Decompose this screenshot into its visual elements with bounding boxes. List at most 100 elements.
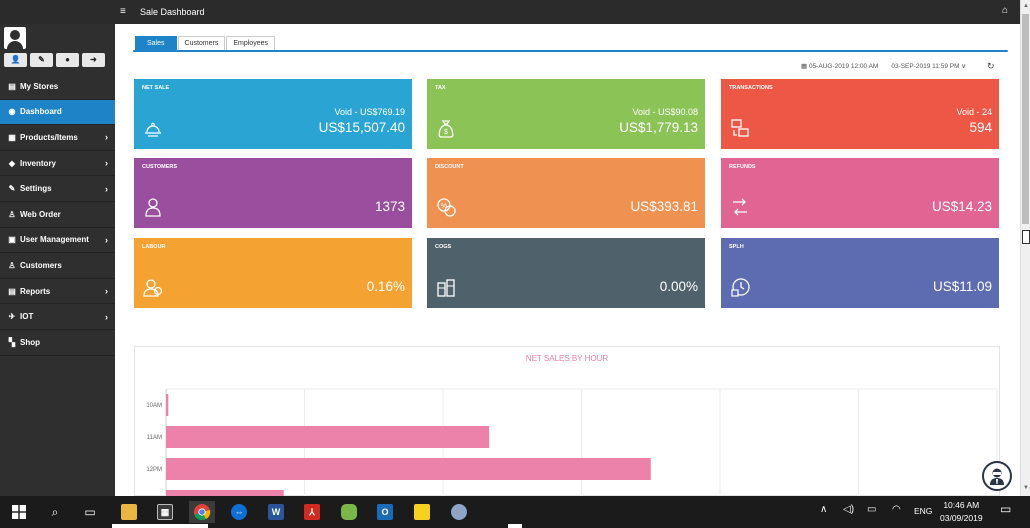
sidebar: 👤 ✎ ● ➜ ▤ My Stores ◉ Dashboard ▦ Products/Items… xyxy=(0,0,115,496)
sidebar-item-shop[interactable]: ▚ Shop xyxy=(0,330,115,356)
kpi-card-customers[interactable]: CUSTOMERS 1373 xyxy=(134,158,412,228)
kpi-card-net-sale[interactable]: NET SALE Void - US$769.19 US$15,507.40 xyxy=(134,79,412,149)
home-icon[interactable]: ⌂ xyxy=(1002,5,1009,16)
kpi-value: US$393.81 xyxy=(630,199,698,214)
cogs-icon xyxy=(435,276,457,298)
kpi-label: LABOUR xyxy=(142,244,166,250)
sidebar-item-iot[interactable]: ✈ IOT › xyxy=(0,304,115,330)
sidebar-item-web-order[interactable]: ♙ Web Order xyxy=(0,202,115,228)
tab-sales[interactable]: Sales xyxy=(135,36,177,51)
cursor-marker xyxy=(1022,230,1030,244)
chart-bar[interactable] xyxy=(166,394,169,416)
dashboard-icon: ◉ xyxy=(8,107,16,117)
sidebar-item-user-management[interactable]: ▣ User Management › xyxy=(0,228,115,254)
splh-icon xyxy=(729,276,751,298)
kpi-card-discount[interactable]: DISCOUNT US$393.81% xyxy=(427,158,705,228)
paint-icon[interactable] xyxy=(446,501,472,523)
money-bag-icon: $ xyxy=(435,117,457,139)
brush-icon[interactable]: ✎ xyxy=(30,53,53,67)
sticky-notes-icon[interactable] xyxy=(409,501,435,523)
refresh-icon[interactable]: ↻ xyxy=(987,61,995,71)
scroll-up-icon[interactable]: ▲ xyxy=(1023,3,1029,9)
chart-title: NET SALES BY HOUR xyxy=(525,354,609,363)
search-icon[interactable]: ⌕ xyxy=(51,504,59,519)
sidebar-item-products-items[interactable]: ▦ Products/Items › xyxy=(0,125,115,151)
chat-support-button[interactable] xyxy=(982,461,1012,491)
scrollbar-thumb[interactable] xyxy=(1022,14,1029,224)
sidebar-item-label: Reports xyxy=(20,286,51,296)
sidebar-item-label: Settings xyxy=(20,184,52,194)
kpi-void-value: Void - 24 xyxy=(956,107,992,117)
sidebar-item-reports[interactable]: ▤ Reports › xyxy=(0,279,115,305)
kpi-card-cogs[interactable]: COGS 0.00% xyxy=(427,238,705,308)
sidebar-item-label: Web Order xyxy=(20,209,61,219)
chart-bar[interactable] xyxy=(166,458,651,480)
scroll-down-icon[interactable]: ▼ xyxy=(1023,485,1029,491)
file-explorer-icon[interactable] xyxy=(116,501,142,523)
user-profile[interactable] xyxy=(4,27,26,49)
user-icon[interactable]: 👤 xyxy=(4,53,27,67)
menu-toggle-icon[interactable]: ≡ xyxy=(120,6,126,17)
customer-icon xyxy=(142,196,164,218)
word-icon[interactable]: W xyxy=(263,501,289,523)
chart-bar[interactable] xyxy=(166,426,490,448)
main-content: Sales Customers Employees ▦ 05-AUG-2019 12… xyxy=(115,24,1020,497)
sidebar-item-inventory[interactable]: ◆ Inventory › xyxy=(0,151,115,177)
kpi-card-tax[interactable]: TAX Void - US$90.08 US$1,779.13 $ xyxy=(427,79,705,149)
sidebar-item-customers[interactable]: ♙ Customers xyxy=(0,253,115,279)
clock-date: 03/09/2019 xyxy=(940,513,983,523)
chart-bar[interactable] xyxy=(166,490,284,497)
volume-icon[interactable]: ◁) xyxy=(843,504,855,515)
chevron-up-icon[interactable]: ∧ xyxy=(820,504,828,515)
info-icon[interactable]: ● xyxy=(56,53,79,67)
tab-underline xyxy=(133,50,1008,52)
kpi-label: COGS xyxy=(435,244,452,250)
tab-employees[interactable]: Employees xyxy=(226,36,275,51)
language-indicator[interactable]: ENG xyxy=(914,506,933,516)
chrome-icon[interactable] xyxy=(189,501,215,523)
kpi-void-value: Void - US$769.19 xyxy=(334,107,405,117)
app-icon[interactable] xyxy=(336,501,362,523)
chart-plot: 10AM11AM12PM1PM xyxy=(146,388,998,497)
net-sales-chart: NET SALES BY HOUR 10AM11AM12PM1PM xyxy=(134,346,1000,497)
kpi-label: NET SALE xyxy=(142,85,170,91)
kpi-label: REFUNDS xyxy=(729,164,756,170)
date-range-filter[interactable]: ▦ 05-AUG-2019 12:00 AM 03-SEP-2019 11:59… xyxy=(801,62,966,70)
avatar[interactable] xyxy=(4,27,26,49)
logout-icon[interactable]: ➜ xyxy=(82,53,105,67)
kpi-card-transactions[interactable]: TRANSACTIONS Void - 24 594 xyxy=(721,79,999,149)
chevron-right-icon: › xyxy=(105,183,108,194)
sidebar-menu: ▤ My Stores ◉ Dashboard ▦ Products/Items › ◆ Inv… xyxy=(0,74,115,356)
sidebar-item-my-stores[interactable]: ▤ My Stores xyxy=(0,74,115,100)
user-management-icon: ▣ xyxy=(8,235,16,245)
teamviewer-icon[interactable]: ⇔ xyxy=(226,501,252,523)
cloche-icon xyxy=(142,117,164,139)
kpi-card-refunds[interactable]: REFUNDS US$14.23 xyxy=(721,158,999,228)
vertical-scrollbar[interactable]: ▲ ▼ xyxy=(1020,0,1030,496)
y-tick-label: 10AM xyxy=(146,403,162,409)
chevron-right-icon: › xyxy=(105,286,108,297)
chevron-right-icon: › xyxy=(105,234,108,245)
sidebar-item-dashboard[interactable]: ◉ Dashboard xyxy=(0,99,115,126)
kpi-label: DISCOUNT xyxy=(435,164,464,170)
windows-icon[interactable] xyxy=(6,501,32,523)
outlook-icon[interactable]: O xyxy=(372,501,398,523)
task-view-icon[interactable]: ▭ xyxy=(84,505,96,519)
kpi-card-labour[interactable]: LABOUR 0.16% xyxy=(134,238,412,308)
date-start[interactable]: ▦ 05-AUG-2019 12:00 AM xyxy=(801,63,879,70)
notification-icon[interactable]: ▭ xyxy=(1000,502,1012,516)
clock[interactable]: 10:46 AM 03/09/2019 xyxy=(940,499,983,525)
acrobat-icon[interactable]: ⅄ xyxy=(299,501,325,523)
tab-customers[interactable]: Customers xyxy=(177,36,226,51)
tab-bar: Sales Customers Employees xyxy=(135,36,276,51)
sidebar-item-settings[interactable]: ✎ Settings › xyxy=(0,176,115,202)
reports-icon: ▤ xyxy=(8,286,16,296)
wifi-icon[interactable]: ◠ xyxy=(892,504,901,515)
date-end[interactable]: 03-SEP-2019 11:59 PM ∨ xyxy=(891,63,967,70)
battery-icon[interactable]: ▭ xyxy=(867,504,877,515)
calculator-icon[interactable]: ▦ xyxy=(152,501,178,523)
kpi-card-splh[interactable]: SPLH US$11.09 xyxy=(721,238,999,308)
kpi-value: US$14.23 xyxy=(931,199,992,214)
kpi-label: CUSTOMERS xyxy=(142,164,178,170)
kpi-value: US$1,779.13 xyxy=(619,120,698,135)
